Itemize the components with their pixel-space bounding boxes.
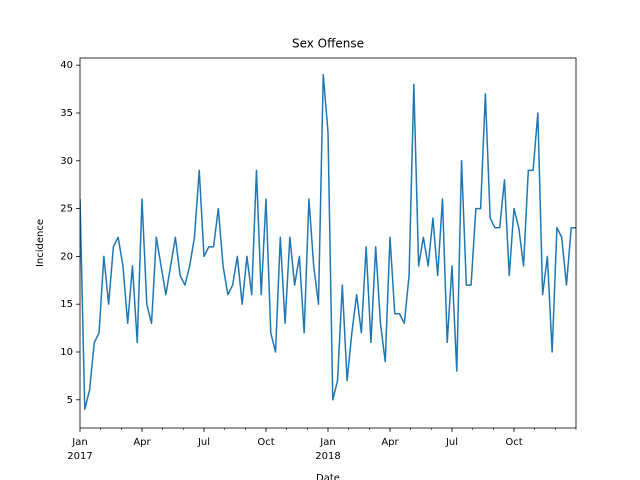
x-tick-year: 2018 xyxy=(315,451,340,462)
x-tick-label: Jul xyxy=(445,437,458,448)
plot-frame xyxy=(79,57,577,429)
y-tick-label: 15 xyxy=(60,299,73,310)
y-tick-label: 10 xyxy=(60,347,73,358)
x-axis-label: Date xyxy=(316,473,340,480)
x-tick-label: Jul xyxy=(197,437,210,448)
y-tick-label: 25 xyxy=(60,204,73,215)
chart-title: Sex Offense xyxy=(292,37,364,51)
x-tick-label: Oct xyxy=(505,437,522,448)
x-tick-label: Oct xyxy=(257,437,274,448)
y-tick-label: 30 xyxy=(60,156,73,167)
y-tick-label: 40 xyxy=(60,60,73,71)
x-tick-label: Apr xyxy=(381,437,399,448)
y-tick-label: 20 xyxy=(60,251,73,262)
x-tick-label: Jan xyxy=(319,437,335,448)
x-tick-label: Apr xyxy=(133,437,151,448)
x-tick-year: 2017 xyxy=(67,451,92,462)
series-line xyxy=(80,73,576,411)
x-tick-label: Jan xyxy=(71,437,87,448)
y-tick-label: 5 xyxy=(67,395,73,406)
y-tick-label: 35 xyxy=(60,108,73,119)
y-axis-label: Incidence xyxy=(35,219,46,267)
